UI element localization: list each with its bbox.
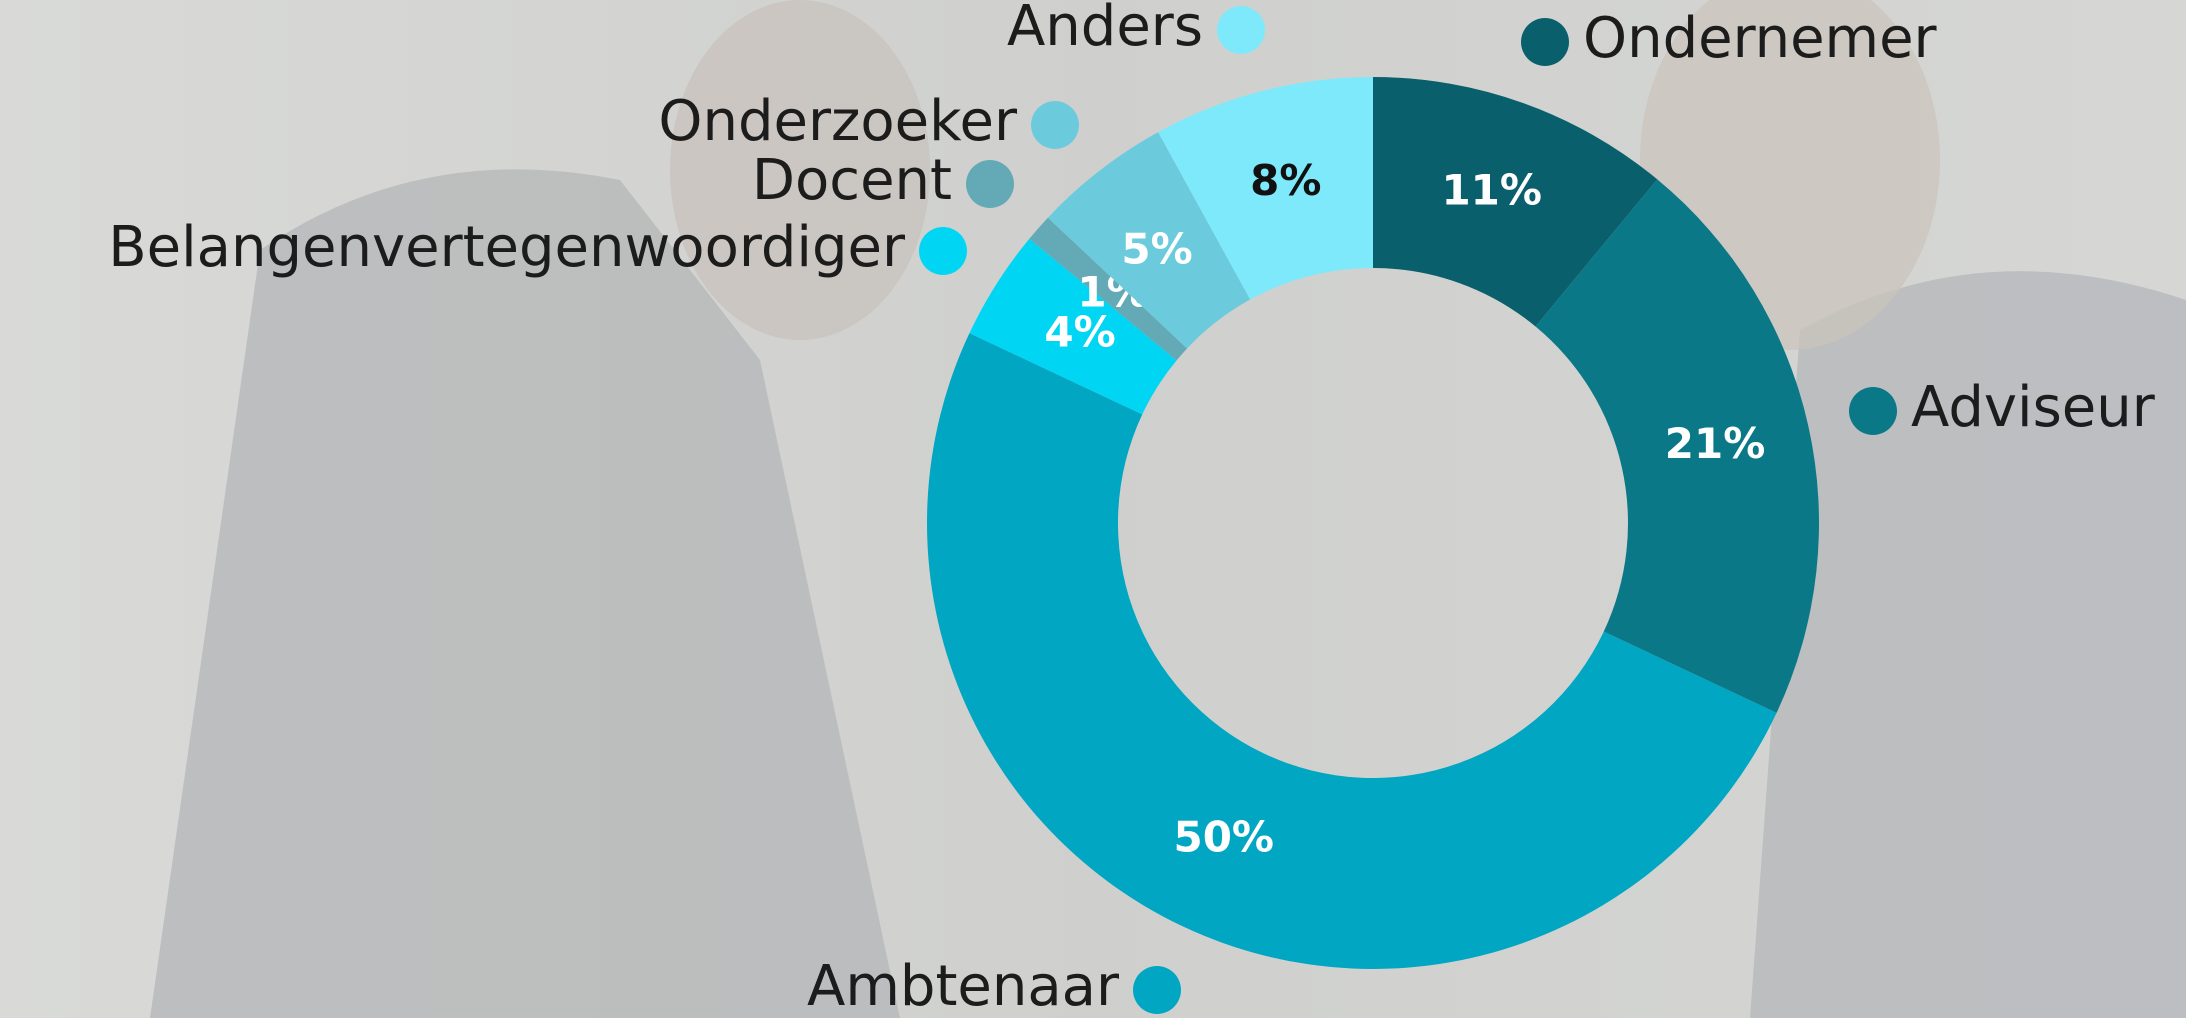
donut-segment xyxy=(1373,77,1658,327)
value-label: 50% xyxy=(1173,813,1274,862)
legend-dot xyxy=(1217,6,1265,54)
photo-head-left xyxy=(670,0,930,340)
legend-label: Onderzoeker xyxy=(658,89,1018,154)
legend-label: Belangenvertegenwoordiger xyxy=(108,215,906,280)
legend-dot xyxy=(1133,966,1181,1014)
legend-dot xyxy=(919,227,967,275)
legend-label: Anders xyxy=(1007,0,1203,59)
donut-segment xyxy=(1029,217,1188,361)
legend-dot xyxy=(1031,101,1079,149)
donut-segment xyxy=(1047,132,1251,349)
donut: 11% Ondernemer 21% Adviseur 50% Ambtenaar 4% Be… xyxy=(108,0,2155,1018)
donut-segment xyxy=(969,238,1177,415)
legend-dot xyxy=(1849,387,1897,435)
value-label: 5% xyxy=(1121,225,1192,274)
value-label: 21% xyxy=(1665,419,1766,468)
legend-dot xyxy=(966,160,1014,208)
donut-segment xyxy=(927,333,1777,970)
legend-label: Ambtenaar xyxy=(807,954,1120,1018)
donut-segment xyxy=(1535,179,1820,713)
value-label: 4% xyxy=(1044,308,1115,357)
legend-dot xyxy=(1521,18,1569,66)
value-label: 8% xyxy=(1250,156,1321,205)
legend-label: Ondernemer xyxy=(1583,6,1938,71)
photo-figure-left xyxy=(150,169,900,1018)
legend-label: Docent xyxy=(752,148,952,213)
photo-figure-right xyxy=(1750,271,2186,1018)
value-label: 11% xyxy=(1441,166,1542,215)
donut-segment xyxy=(1158,77,1373,300)
legend-label: Adviseur xyxy=(1911,375,2156,440)
